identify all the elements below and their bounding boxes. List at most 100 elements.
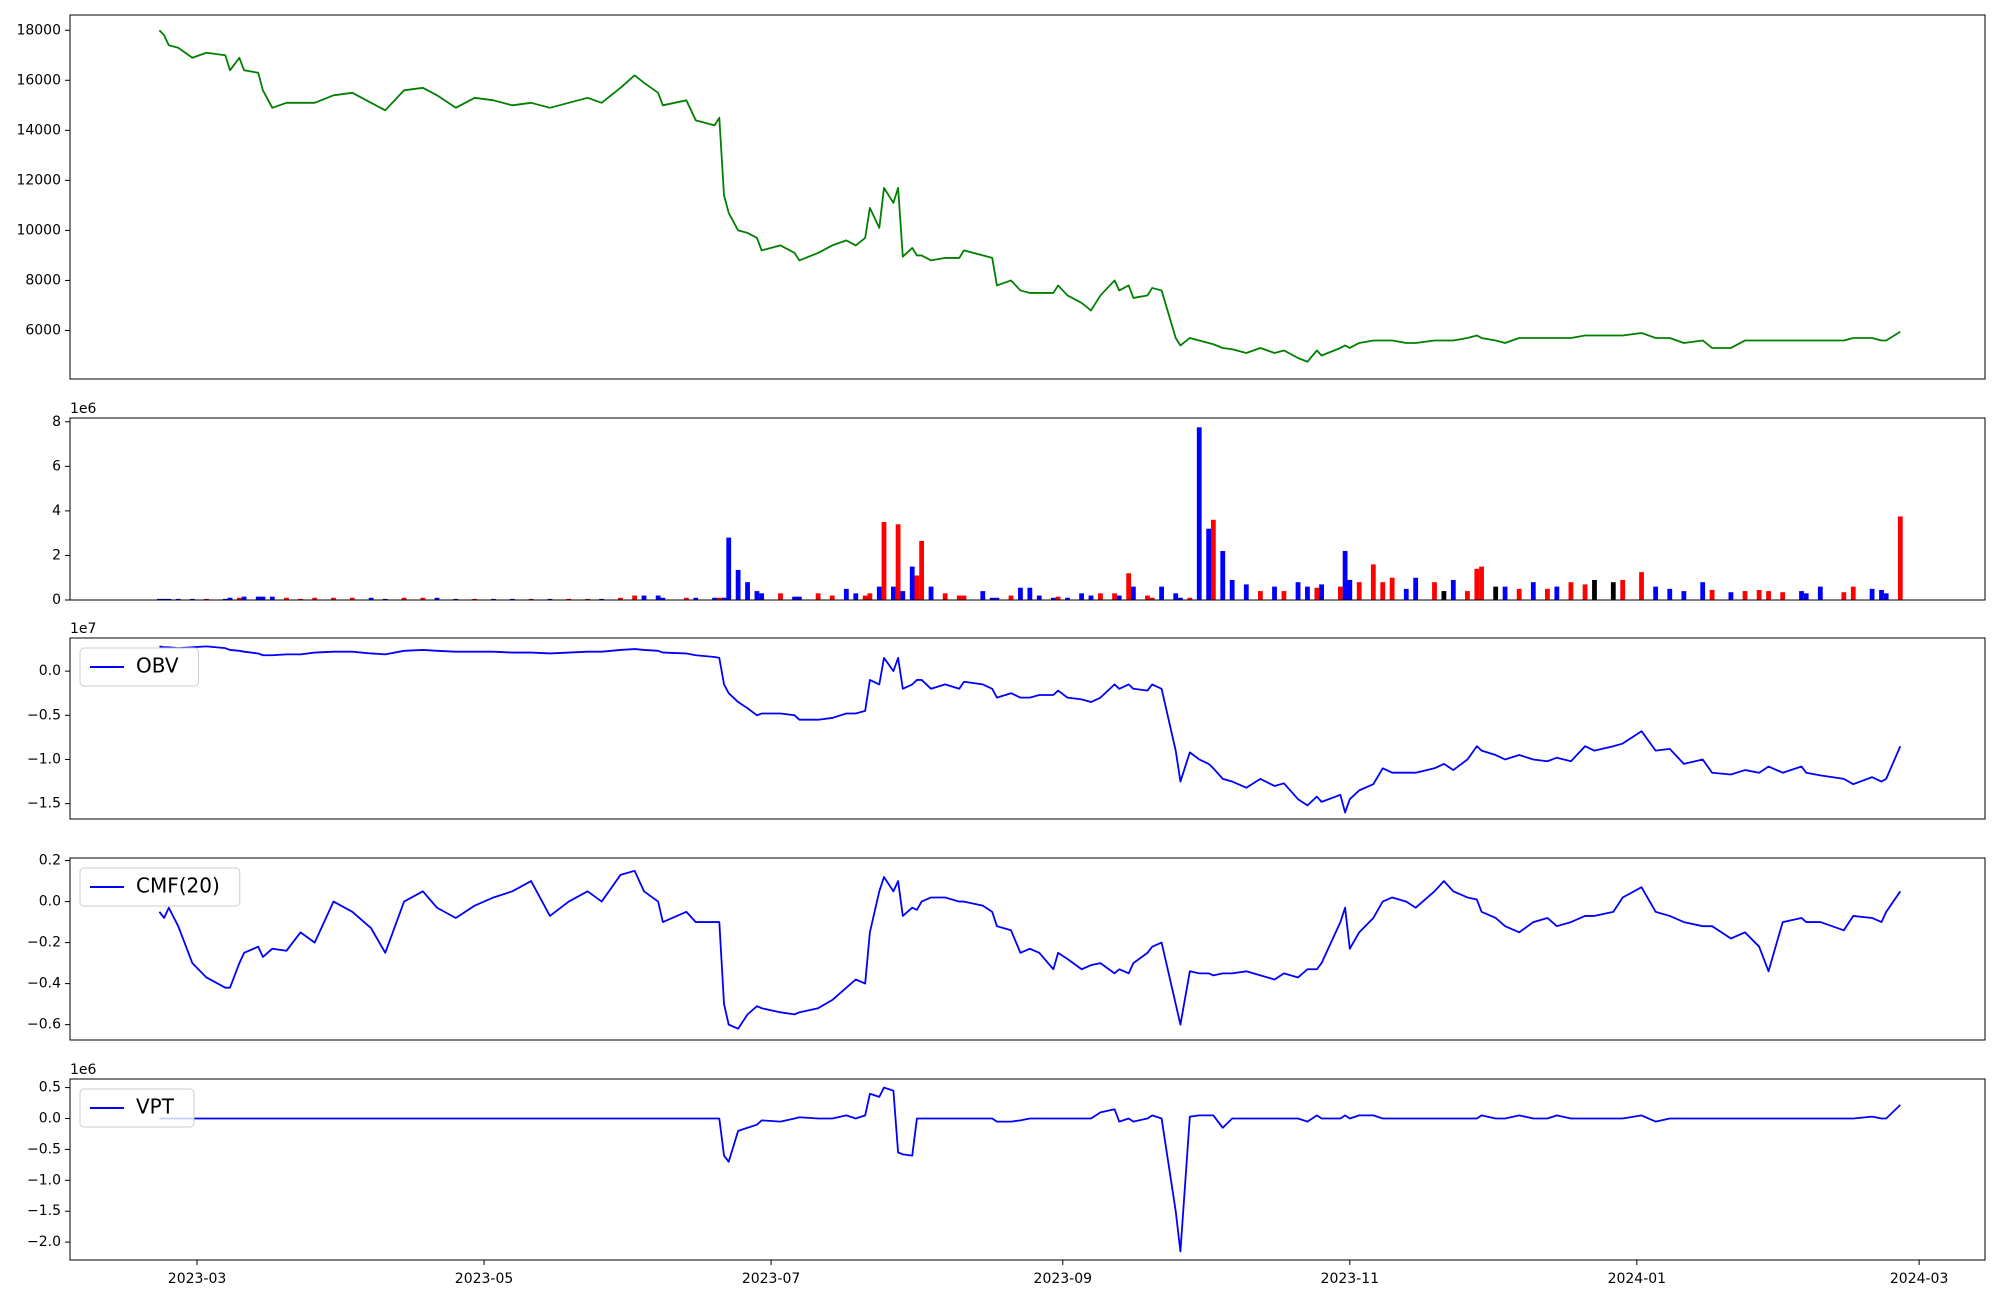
volume-bar — [660, 597, 666, 600]
volume-bar — [1799, 591, 1804, 600]
y-tick-label: −0.5 — [27, 1141, 61, 1157]
y-tick-label: 0.0 — [39, 894, 61, 910]
volume-bar — [1667, 588, 1673, 600]
volume-bar — [528, 598, 534, 600]
volume-bar — [1554, 586, 1560, 600]
y-tick-label: 18000 — [16, 22, 61, 38]
y-tick-label: −1.5 — [27, 796, 61, 812]
volume-bar — [1766, 591, 1771, 600]
volume-bar — [599, 598, 605, 600]
volume-bar — [1709, 589, 1715, 600]
volume-bar — [956, 595, 962, 600]
volume-bar — [401, 597, 407, 600]
volume-bar — [368, 597, 374, 600]
volume-bar — [881, 522, 887, 600]
volume-bar — [994, 597, 1000, 600]
volume-bar — [989, 597, 995, 600]
volume-bar — [1098, 593, 1103, 600]
volume-bar — [721, 597, 727, 600]
y-tick-label: 10000 — [16, 222, 61, 238]
y-tick-label: 0.5 — [39, 1080, 61, 1096]
volume-bar — [726, 537, 732, 600]
volume-bar — [260, 596, 266, 600]
volume-bar — [942, 593, 948, 600]
volume-bar — [1780, 592, 1786, 600]
volume-bar — [1356, 582, 1362, 600]
y-tick-label: 0 — [52, 592, 61, 608]
volume-bar — [928, 586, 934, 600]
y-tick-label: 12000 — [16, 172, 61, 188]
x-tick-label: 2024-01 — [1608, 1271, 1667, 1287]
x-tick-label: 2023-11 — [1321, 1271, 1380, 1287]
volume-bar — [1347, 579, 1353, 600]
volume-bar — [900, 591, 906, 600]
volume-bar — [269, 596, 275, 600]
y-tick-label: 8000 — [25, 272, 61, 288]
legend-label: CMF(20) — [136, 874, 220, 898]
volume-bar — [1850, 586, 1856, 600]
volume-bar — [641, 595, 647, 600]
volume-bar — [980, 591, 986, 600]
volume-bar — [1173, 593, 1179, 600]
volume-bar — [1314, 587, 1320, 600]
volume-bar — [1337, 586, 1343, 600]
volume-bar — [1229, 579, 1235, 600]
volume-bar — [1620, 579, 1626, 600]
offset-text: 1e6 — [70, 401, 97, 417]
volume-bar — [1493, 586, 1499, 600]
volume-bar — [735, 569, 741, 600]
volume-bar — [1018, 587, 1023, 600]
volume-bar — [175, 598, 181, 600]
volume-bar — [1728, 592, 1734, 600]
y-tick-label: 0.0 — [39, 663, 61, 679]
volume-bar — [566, 598, 572, 600]
series-line — [158, 29, 1901, 363]
volume-bar — [1065, 597, 1070, 600]
volume-bar — [1700, 582, 1706, 600]
volume-bar — [1803, 593, 1809, 600]
volume-bar — [204, 598, 209, 600]
volume-bar — [509, 598, 515, 600]
volume-bar — [1055, 596, 1061, 600]
volume-bar — [1380, 582, 1386, 600]
y-tick-label: 16000 — [16, 72, 61, 88]
volume-bar — [655, 595, 661, 600]
volume-bar — [1210, 519, 1216, 600]
volume-bar — [1756, 589, 1762, 600]
volume-bar — [1568, 582, 1574, 600]
volume-bar — [1883, 593, 1889, 600]
volume-bar — [745, 582, 750, 600]
volume-bar — [255, 596, 261, 600]
volume-bar — [1187, 597, 1193, 600]
volume-bar — [1295, 582, 1301, 600]
volume-bar — [853, 593, 859, 600]
volume-bar — [227, 597, 233, 600]
legend: CMF(20) — [79, 867, 241, 907]
volume-bar — [1639, 572, 1644, 600]
volume-bar — [1008, 595, 1014, 600]
volume-bar — [1243, 584, 1249, 600]
offset-text: 1e7 — [70, 621, 96, 637]
volume-bar — [1479, 566, 1484, 600]
y-tick-label: 2 — [52, 547, 61, 563]
volume-bar — [1432, 582, 1437, 600]
volume-bar — [1681, 591, 1687, 600]
volume-bar — [1403, 588, 1409, 600]
volume-bar — [1897, 516, 1903, 600]
volume-bar — [166, 598, 172, 600]
volume-bar — [156, 598, 162, 600]
legend: OBV — [79, 647, 200, 687]
volume-bar — [712, 597, 718, 600]
axes-frame — [69, 857, 1986, 1041]
volume-bar — [1516, 588, 1522, 600]
volume-bar — [420, 597, 426, 600]
volume-bar — [895, 524, 901, 600]
legend-box — [79, 647, 200, 687]
volume-bar — [1869, 588, 1875, 600]
volume-bar — [1879, 589, 1884, 600]
volume-bar — [1027, 587, 1033, 600]
volume-bar — [1220, 550, 1226, 600]
y-tick-label: 6 — [52, 458, 61, 474]
panel: 0 2 4 6 8 1e6 — [52, 401, 1986, 608]
x-tick-label: 2023-03 — [168, 1271, 227, 1287]
